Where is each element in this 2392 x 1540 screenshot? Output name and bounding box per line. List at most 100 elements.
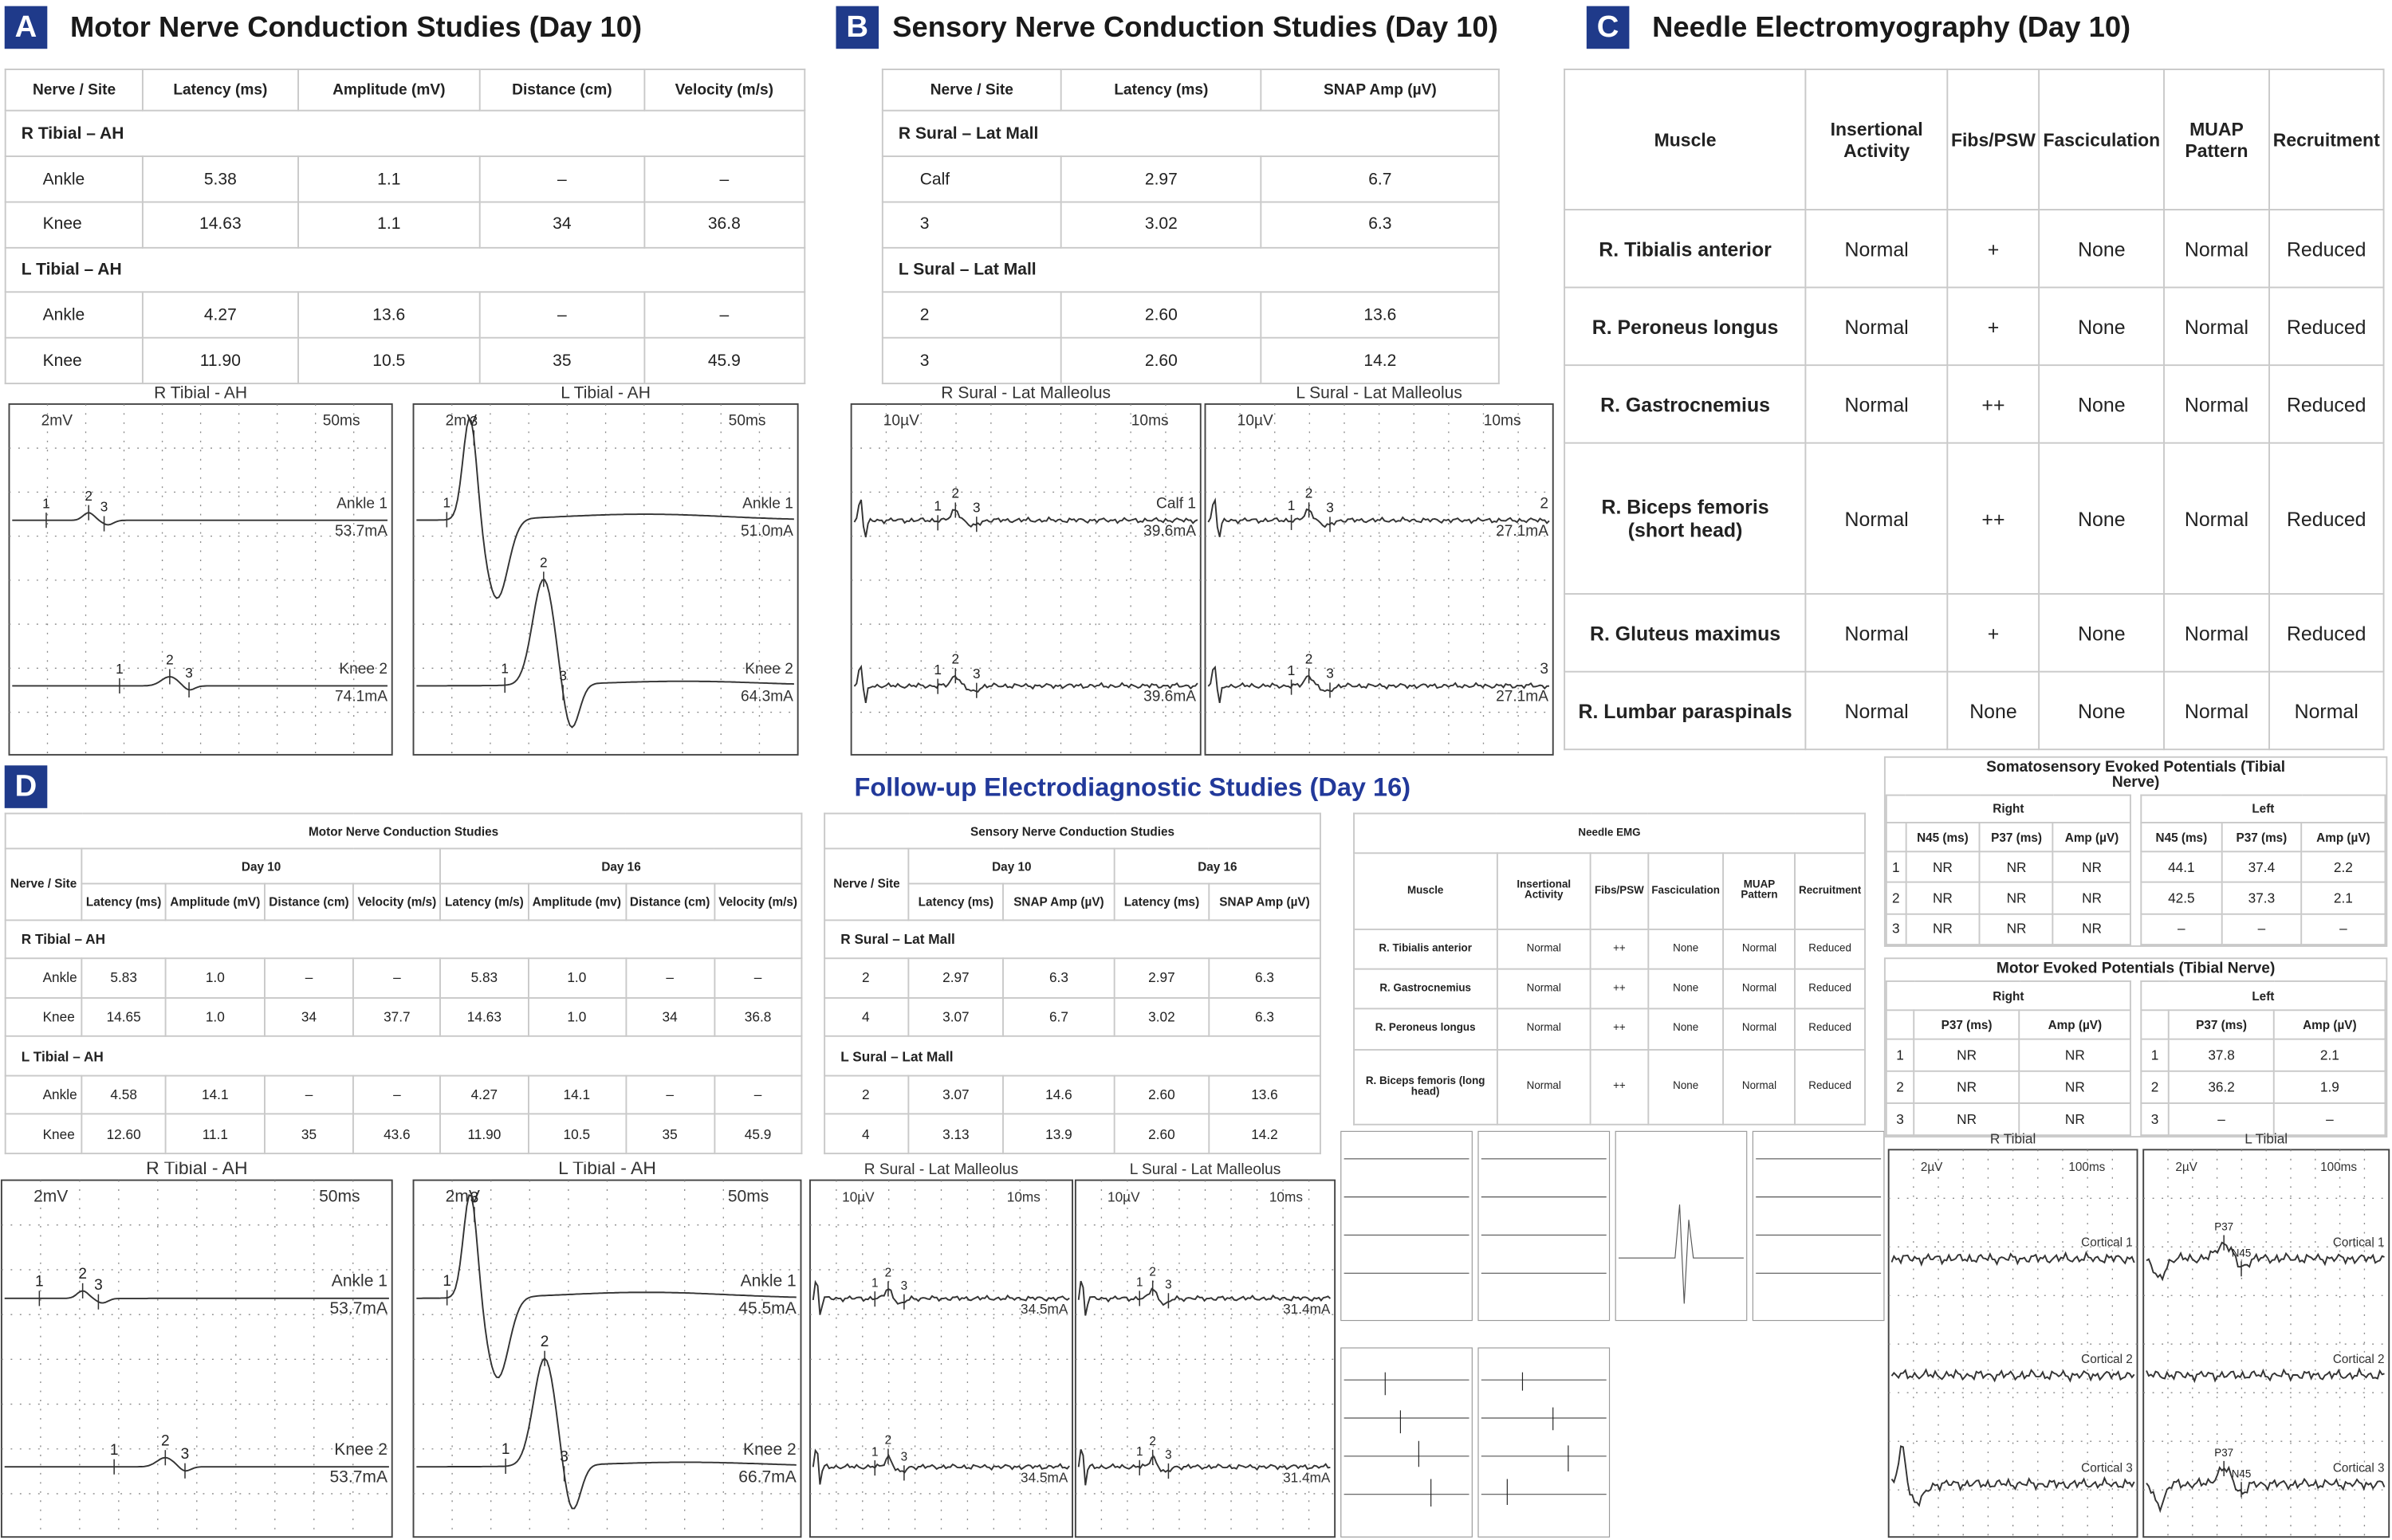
cell: Normal — [1496, 968, 1592, 1010]
cell: 34 — [479, 201, 645, 249]
group-label: L Sural – Lat Mall — [824, 1035, 1321, 1077]
waveform — [812, 1448, 1070, 1485]
table-row: R. Lumbar paraspinals Normal None None Norma… — [1564, 670, 2385, 751]
marker-label: 1 — [502, 1441, 510, 1458]
waveform — [416, 1194, 797, 1379]
panel-title: Sensory Nerve Conduction Studies (Day 10… — [892, 12, 1498, 45]
column-header: Amp (µV) — [2052, 822, 2131, 853]
trace-stim: 27.1mA — [1496, 689, 1548, 705]
emg-box — [1615, 1130, 1748, 1322]
marker-label: 3 — [100, 499, 108, 515]
header-row: Nerve / Site Latency (ms) SNAP Amp (µV) — [881, 69, 1500, 112]
row-label: 2 — [824, 1074, 910, 1116]
trace-grid — [2143, 1149, 2390, 1538]
cell: 1.9 — [2273, 1070, 2386, 1104]
cell: 5.38 — [142, 155, 299, 203]
column-header: Amplitude (mv) — [527, 883, 627, 921]
table-row: 2 NR NR NR — [1885, 882, 2131, 915]
waveform — [1890, 1251, 2135, 1267]
table-row: Ankle 5.83 1.0– –5.83 1.0– – — [4, 957, 803, 999]
column-header: Velocity (m/s) — [352, 883, 442, 921]
trace-title: L Tibial - AH — [558, 1162, 656, 1178]
cell: NR — [1913, 1070, 2020, 1104]
table-row: 2 36.2 1.9 — [2140, 1070, 2386, 1104]
cell: Normal — [2163, 670, 2270, 751]
title-row: Motor Nerve Conduction Studies — [4, 812, 803, 850]
cell: Normal — [1805, 287, 1949, 367]
data-table: Nerve / Site Latency (ms) Amplitude (mV) Di… — [4, 69, 806, 385]
table-row: 3 3.02 6.3 — [881, 201, 1500, 249]
marker-label: 1 — [35, 1274, 44, 1291]
cell: 1 — [2140, 1038, 2170, 1072]
group-row: R Sural – Lat Mall — [824, 918, 1321, 960]
marker-label: 3 — [1165, 1279, 1172, 1292]
row-label: R. Biceps femoris (long head) — [1353, 1048, 1498, 1126]
cell: 37.8 — [2167, 1038, 2276, 1072]
waveform — [4, 1456, 389, 1472]
trace-scale: 10µV — [1107, 1188, 1140, 1204]
marker-label: 1 — [116, 661, 124, 677]
cell: NR — [1913, 1102, 2020, 1137]
table-panel: Nerve / Site Latency (ms) SNAP Amp (µV) R S… — [881, 69, 1500, 385]
column-header: Insertional Activity — [1805, 69, 1949, 211]
column-header: Distance (cm) — [624, 883, 715, 921]
cell: Reduced — [2268, 442, 2385, 595]
panel-label: D — [4, 765, 48, 808]
side-header: Right — [1885, 980, 2131, 1012]
side-table: Left N45 (ms) P37 (ms) Amp (µV) 44.1 37.4 2.2 4… — [2140, 794, 2386, 946]
group-row: L Tibial – AH — [4, 1035, 803, 1077]
cell: 1 — [1885, 1038, 1915, 1072]
trace-title: R Sural - Lat Malleolus — [941, 386, 1111, 402]
header-row: Latency (ms) SNAP Amp (µV) Latency (ms) SNA… — [824, 883, 1321, 921]
title-row: Needle EMG — [1353, 812, 1866, 854]
header-row: Nerve / Site Day 10 Day 16 — [824, 847, 1321, 921]
trace-box — [1074, 1179, 1336, 1538]
marker-label: 1 — [110, 1442, 119, 1459]
cell: 35 — [263, 1114, 355, 1155]
waveform — [1077, 1449, 1331, 1486]
cell: – — [479, 155, 645, 203]
header-row: N45 (ms) P37 (ms) Amp (µV) — [1885, 822, 2131, 853]
table-title: Sensory Nerve Conduction Studies — [824, 812, 1321, 850]
trace-panel: L Tibial - AH 2mV 50ms 1 3 Ankle 1 45.5mA 1 2 3 Kn… — [412, 1162, 802, 1538]
marker-label: 3 — [973, 666, 981, 682]
data-table: Sensory Nerve Conduction Studies Nerve / … — [824, 812, 1321, 1155]
cell: 35 — [624, 1114, 715, 1155]
table-row: R. Gastrocnemius Normal ++ None Normal Reduce… — [1353, 968, 1866, 1010]
cell: Reduced — [1794, 1008, 1866, 1051]
emg-box — [1477, 1130, 1611, 1322]
table-panel: Somatosensory Evoked Potentials (Tibial … — [1883, 756, 2388, 947]
cell: 11.90 — [439, 1114, 529, 1155]
marker-label: 2 — [166, 652, 174, 668]
column-header: Latency (ms) — [1113, 883, 1210, 921]
row-label: 2 — [824, 957, 910, 999]
marker-label: 1 — [443, 1273, 451, 1290]
group-row: R Tibial – AH — [4, 110, 806, 158]
cell: Normal — [2163, 209, 2270, 289]
marker-label: 1 — [1288, 662, 1296, 678]
row-label: R. Gastrocnemius — [1564, 364, 1808, 445]
cell: Normal — [2163, 364, 2270, 445]
marker-label: 2 — [1149, 1435, 1156, 1448]
trace-site: Knee 2 — [339, 661, 388, 678]
group-row: R Tibial – AH — [4, 918, 803, 960]
header-row: Muscle Insertional Activity Fibs/PSW Fascic… — [1353, 852, 1866, 930]
marker-label: 3 — [1326, 500, 1334, 516]
table-row: 42.5 37.3 2.1 — [2140, 882, 2386, 915]
trace-scale: 2µV — [2175, 1161, 2197, 1174]
trace-time: 10ms — [1484, 413, 1521, 430]
cell: 10.5 — [297, 337, 482, 385]
cell: None — [1646, 968, 1725, 1010]
column-header: SNAP Amp (µV) — [1208, 883, 1321, 921]
cell: None — [2038, 209, 2165, 289]
emg-trace-group — [1340, 1130, 1885, 1538]
marker-label: 1 — [871, 1445, 879, 1459]
day-header: Day 16 — [1113, 847, 1321, 886]
cell: 2.97 — [1060, 155, 1262, 203]
column-header: Amp (µV) — [2273, 1009, 2386, 1040]
side-table: Right N45 (ms) P37 (ms) Amp (µV) 1 NR NR NR 2 NR N… — [1885, 794, 2131, 946]
column-header: N45 (ms) — [2140, 822, 2223, 853]
cell: – — [352, 957, 442, 999]
marker-label: 2 — [952, 650, 960, 666]
